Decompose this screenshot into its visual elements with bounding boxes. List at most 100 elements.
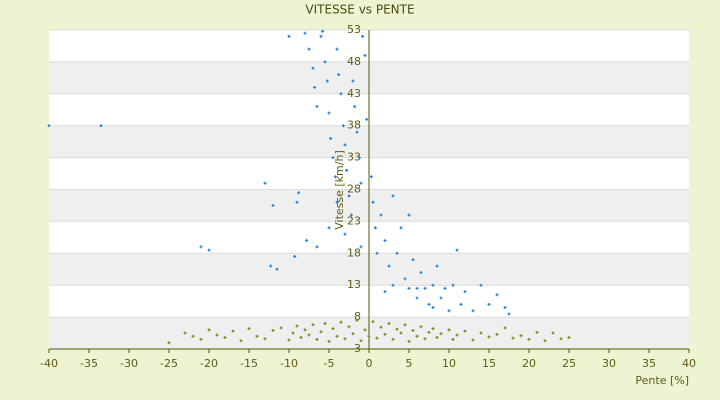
point (343, 143, 347, 147)
point (371, 320, 375, 324)
point (349, 213, 353, 217)
point (355, 130, 359, 134)
point (455, 248, 459, 252)
point (535, 330, 539, 334)
point (395, 251, 399, 255)
point (291, 331, 295, 335)
point (423, 286, 427, 290)
point (463, 290, 467, 294)
point (387, 321, 391, 325)
x-axis-label: Pente [%] (635, 374, 689, 387)
point (263, 337, 267, 341)
point (231, 329, 235, 333)
point (431, 306, 435, 310)
point (347, 325, 351, 329)
point (307, 47, 311, 51)
point (511, 336, 515, 340)
y-tick-label: 18 (347, 246, 361, 259)
point (383, 290, 387, 294)
point (207, 248, 211, 252)
point (395, 327, 399, 331)
point (387, 264, 391, 268)
point (353, 105, 357, 109)
point (507, 312, 511, 316)
y-tick-label: 8 (354, 310, 361, 323)
point (363, 328, 367, 332)
point (519, 334, 523, 338)
point (183, 331, 187, 335)
point (415, 334, 419, 338)
point (303, 31, 307, 35)
point (315, 245, 319, 249)
point (335, 334, 339, 338)
point (439, 296, 443, 300)
point (375, 336, 379, 340)
y-tick-label: 13 (347, 278, 361, 291)
point (503, 306, 507, 310)
point (503, 326, 507, 330)
point (323, 321, 327, 325)
point (407, 213, 411, 217)
point (343, 337, 347, 341)
point (451, 283, 455, 287)
x-tick-label: 0 (366, 357, 373, 370)
point (279, 326, 283, 330)
point (451, 337, 455, 341)
point (487, 335, 491, 339)
x-tick-label: 10 (442, 357, 456, 370)
point (471, 309, 475, 313)
point (399, 331, 403, 335)
x-tick-label: -25 (160, 357, 178, 370)
x-tick-label: -10 (280, 357, 298, 370)
point (319, 330, 323, 334)
x-tick-label: 30 (602, 357, 616, 370)
point (415, 296, 419, 300)
point (375, 251, 379, 255)
point (383, 332, 387, 336)
point (333, 175, 337, 179)
point (299, 336, 303, 340)
point (319, 34, 323, 38)
point (357, 156, 361, 160)
point (239, 339, 243, 343)
y-tick-label: 33 (347, 151, 361, 164)
point (313, 85, 317, 89)
y-tick-label: 38 (347, 119, 361, 132)
point (399, 226, 403, 230)
point (435, 336, 439, 340)
point (271, 328, 275, 332)
x-tick-label: 35 (642, 357, 656, 370)
point (415, 286, 419, 290)
point (487, 302, 491, 306)
point (419, 270, 423, 274)
y-axis-label: Vitesse [km/h] (333, 150, 346, 230)
point (447, 328, 451, 332)
point (269, 264, 273, 268)
point (215, 333, 219, 337)
point (391, 283, 395, 287)
point (495, 332, 499, 336)
point (567, 336, 571, 340)
point (419, 325, 423, 329)
point (199, 337, 203, 341)
point (391, 337, 395, 341)
point (351, 332, 355, 336)
y-tick-label: 3 (354, 342, 361, 355)
x-tick-label: 25 (562, 357, 576, 370)
point (407, 339, 411, 343)
point (311, 66, 315, 70)
x-tick-label: -15 (240, 357, 258, 370)
point (527, 337, 531, 341)
point (167, 341, 171, 345)
point (207, 328, 211, 332)
point (327, 339, 331, 343)
point (495, 293, 499, 297)
point (359, 245, 363, 249)
point (295, 324, 299, 328)
y-tick-label: 53 (347, 23, 361, 36)
y-tick-label: 43 (347, 87, 361, 100)
point (471, 338, 475, 342)
point (391, 194, 395, 198)
